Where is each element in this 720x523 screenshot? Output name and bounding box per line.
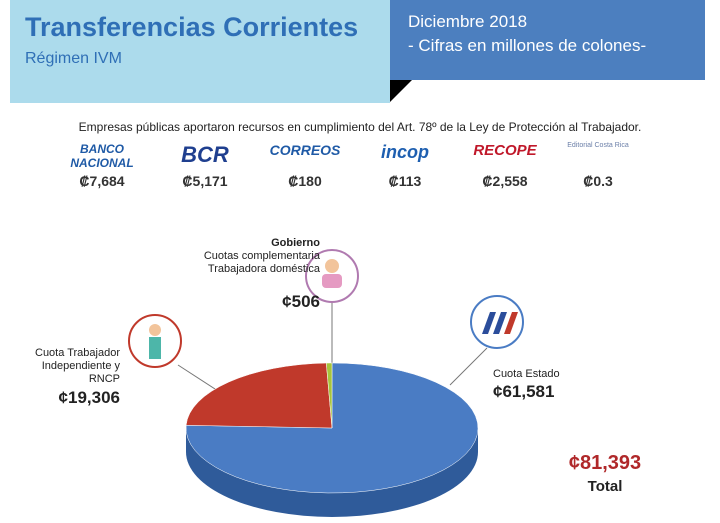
icon-stripe bbox=[482, 312, 496, 334]
icon-body bbox=[149, 337, 161, 359]
info-box bbox=[390, 0, 705, 80]
company-logo: CORREOS bbox=[269, 142, 341, 158]
value-label: ¢506 bbox=[282, 292, 320, 311]
subtitle: Régimen IVM bbox=[25, 50, 122, 67]
value-label: ¢61,581 bbox=[493, 382, 555, 401]
icon-stripe bbox=[493, 312, 507, 334]
title: Transferencias Corrientes bbox=[25, 12, 359, 42]
icon-stripe bbox=[504, 312, 518, 334]
company-value: ₡180 bbox=[288, 173, 322, 189]
company-logo: incop bbox=[381, 142, 429, 162]
group-label: Gobierno bbox=[271, 237, 320, 249]
icon-body bbox=[322, 274, 342, 288]
company-value: ₡2,558 bbox=[482, 173, 528, 189]
title-box bbox=[10, 0, 390, 103]
icon-head bbox=[149, 324, 161, 336]
total-caption: Total bbox=[587, 478, 623, 495]
total-label: ¢81,393 bbox=[568, 452, 642, 474]
icon-head bbox=[325, 259, 339, 273]
company-logo: RECOPE bbox=[473, 142, 537, 159]
company-value: ₡5,171 bbox=[182, 173, 228, 189]
company-value: ₡113 bbox=[388, 173, 422, 189]
icon bbox=[470, 295, 524, 349]
leader bbox=[449, 347, 488, 386]
category-label: Cuotas complementaria Trabajadora domést… bbox=[203, 250, 320, 275]
category-label: Cuota Estado bbox=[493, 368, 560, 380]
pie-slice bbox=[326, 362, 333, 429]
company-value: ₡0.3 bbox=[583, 173, 613, 189]
intro: Empresas públicas aportaron recursos en … bbox=[78, 120, 642, 134]
value-label: ¢19,306 bbox=[58, 388, 120, 407]
company-logo: BCR bbox=[181, 142, 229, 167]
company-logo: BANCO NACIONAL bbox=[70, 142, 134, 170]
note: - Cifras en millones de colones- bbox=[408, 36, 647, 55]
company-value: ₡7,684 bbox=[79, 173, 125, 189]
pie-slice bbox=[185, 362, 333, 429]
company-logo: Editorial Costa Rica bbox=[567, 142, 629, 149]
date: Diciembre 2018 bbox=[408, 12, 528, 31]
corner bbox=[390, 80, 412, 102]
category-label: Cuota Trabajador Independiente y RNCP bbox=[35, 347, 120, 385]
